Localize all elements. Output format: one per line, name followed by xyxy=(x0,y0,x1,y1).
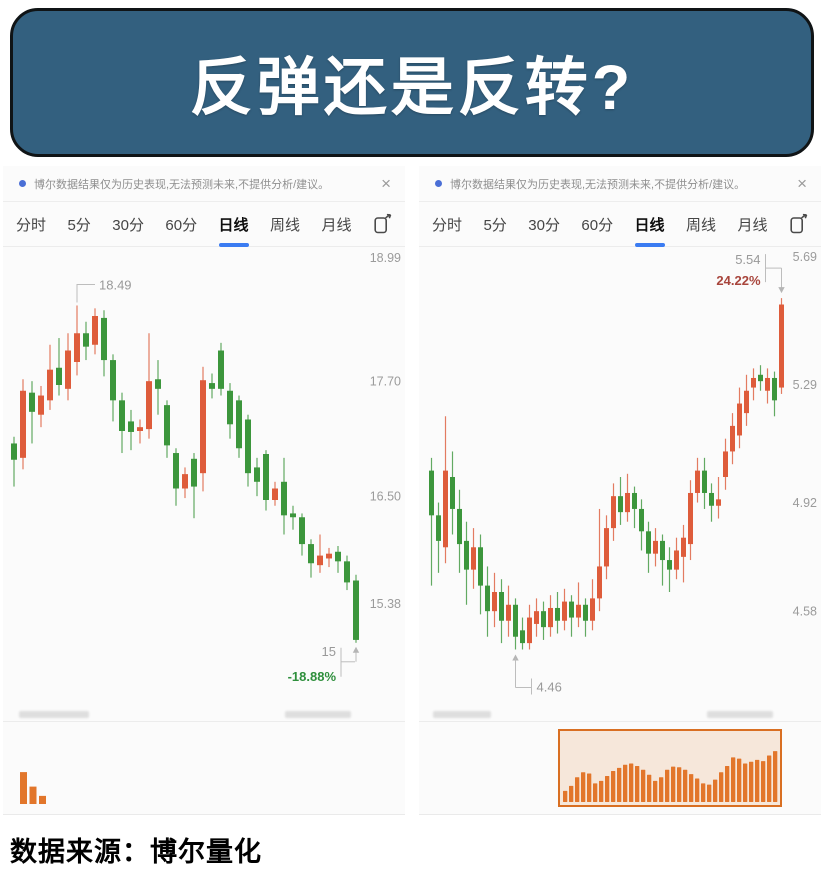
tab-5分[interactable]: 5分 xyxy=(67,216,91,234)
tab-30分[interactable]: 30分 xyxy=(112,216,144,234)
disclaimer-bar: 博尔数据结果仅为历史表现,无法预测未来,不提供分析/建议。 × xyxy=(3,166,405,202)
tab-月线[interactable]: 月线 xyxy=(737,216,768,234)
disclaimer-text: 博尔数据结果仅为历史表现,无法预测未来,不提供分析/建议。 xyxy=(450,178,746,191)
svg-text:5.29: 5.29 xyxy=(793,378,817,392)
date-axis xyxy=(3,707,405,721)
date-label-redacted xyxy=(433,711,491,718)
close-icon[interactable]: × xyxy=(797,174,807,193)
svg-text:5.54: 5.54 xyxy=(735,252,760,267)
tab-日线[interactable]: 日线 xyxy=(219,201,249,248)
tab-分时[interactable]: 分时 xyxy=(432,216,463,234)
disclaimer-text: 博尔数据结果仅为历史表现,无法预测未来,不提供分析/建议。 xyxy=(34,178,330,191)
tab-60分[interactable]: 60分 xyxy=(165,216,198,234)
date-label-redacted xyxy=(285,711,351,718)
tab-周线[interactable]: 周线 xyxy=(686,216,717,234)
panel-right: 博尔数据结果仅为历史表现,无法预测未来,不提供分析/建议。 × 分时 5分 30分 6… xyxy=(419,166,821,815)
svg-text:15: 15 xyxy=(322,644,336,659)
disclaimer-bar: 博尔数据结果仅为历史表现,无法预测未来,不提供分析/建议。 × xyxy=(419,166,821,202)
timeframe-tabs: 分时 5分 30分 60分 日线 周线 月线 xyxy=(419,202,821,247)
volume-pane-right[interactable] xyxy=(419,721,821,815)
page-title: 反弹还是反转? xyxy=(189,53,635,123)
date-label-redacted xyxy=(19,711,89,718)
svg-text:4.58: 4.58 xyxy=(793,605,817,619)
timeframe-tabs: 分时 5分 30分 60分 日线 周线 月线 xyxy=(3,202,405,247)
tab-日线[interactable]: 日线 xyxy=(635,201,665,248)
svg-text:5.69: 5.69 xyxy=(793,250,817,264)
close-icon[interactable]: × xyxy=(381,174,391,193)
tab-5分[interactable]: 5分 xyxy=(483,216,507,234)
panel-left: 博尔数据结果仅为历史表现,无法预测未来,不提供分析/建议。 × 分时 5分 30分 6… xyxy=(3,166,405,815)
svg-text:24.22%: 24.22% xyxy=(716,273,761,288)
rotate-screen-icon[interactable] xyxy=(789,213,808,235)
svg-text:4.92: 4.92 xyxy=(793,496,817,510)
date-label-redacted xyxy=(707,711,773,718)
svg-text:-18.88%: -18.88% xyxy=(288,669,337,684)
candlestick-chart-left[interactable]: 18.99 17.70 16.50 15.38 18.49 15 -18.88% xyxy=(3,247,405,707)
tab-分时[interactable]: 分时 xyxy=(16,216,47,234)
svg-text:18.49: 18.49 xyxy=(99,277,132,292)
tab-30分[interactable]: 30分 xyxy=(528,216,560,234)
svg-text:18.99: 18.99 xyxy=(370,251,401,265)
svg-text:15.38: 15.38 xyxy=(370,597,401,611)
tab-周线[interactable]: 周线 xyxy=(270,216,301,234)
date-axis xyxy=(419,707,821,721)
data-source-caption: 数据来源：博尔量化 xyxy=(10,837,262,867)
bullet-dot-icon xyxy=(19,180,26,187)
bullet-dot-icon xyxy=(435,180,442,187)
tab-60分[interactable]: 60分 xyxy=(581,216,614,234)
tab-月线[interactable]: 月线 xyxy=(321,216,352,234)
volume-pane-left[interactable] xyxy=(3,721,405,815)
svg-text:17.70: 17.70 xyxy=(370,375,401,389)
chart-panels: 博尔数据结果仅为历史表现,无法预测未来,不提供分析/建议。 × 分时 5分 30分 6… xyxy=(3,166,821,815)
candlestick-chart-right[interactable]: 5.69 5.29 4.92 4.58 5.54 24.22% 4.46 xyxy=(419,247,821,707)
rotate-screen-icon[interactable] xyxy=(373,213,392,235)
svg-text:4.46: 4.46 xyxy=(537,680,562,695)
title-banner: 反弹还是反转? xyxy=(10,8,814,157)
svg-text:16.50: 16.50 xyxy=(370,490,401,504)
